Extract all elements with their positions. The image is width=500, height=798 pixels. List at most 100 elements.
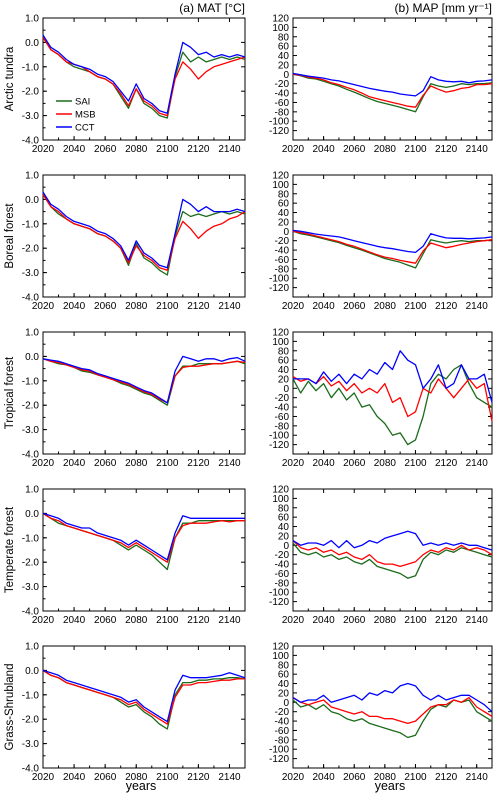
row-label: Grass-Shrubland (4, 664, 16, 751)
x-tick-label: 2040 (312, 458, 335, 469)
y-tick-label: -60 (275, 98, 290, 109)
x-tick-label: 2120 (435, 772, 458, 783)
y-tick-label: 40 (278, 679, 290, 690)
x-tick-label: 2120 (187, 615, 210, 626)
y-tick-label: -80 (275, 421, 290, 432)
x-tick-label: 2020 (32, 772, 55, 783)
series-line-msb (292, 540, 493, 568)
x-tick-label: 2040 (63, 458, 86, 469)
x-tick-label: 2040 (312, 615, 335, 626)
series-line-cct (292, 72, 493, 97)
plot-frame (292, 645, 493, 769)
y-tick-label: -20 (275, 79, 290, 90)
y-tick-label: -4.0 (22, 136, 40, 147)
x-tick-label: 2100 (404, 458, 427, 469)
y-tick-label: 80 (278, 503, 290, 514)
x-tick-label: 2120 (435, 615, 458, 626)
x-tick-label: 2080 (125, 301, 148, 312)
y-tick-label: 1.0 (25, 485, 39, 496)
y-tick-label: -80 (275, 264, 290, 275)
y-tick-label: -60 (275, 569, 290, 580)
y-tick-label: 80 (278, 660, 290, 671)
y-tick-label: -80 (275, 578, 290, 589)
x-tick-label: 2040 (312, 301, 335, 312)
y-tick-label: -4.0 (22, 764, 40, 775)
y-tick-label: 20 (278, 531, 290, 542)
y-tick-label: 40 (278, 51, 290, 62)
y-tick-label: -3.0 (22, 268, 40, 279)
x-tick-label: 2140 (218, 458, 241, 469)
series-line-msb (292, 73, 493, 108)
y-tick-label: 80 (278, 32, 290, 43)
x-tick-label: 2100 (156, 301, 179, 312)
y-tick-label: 100 (272, 337, 289, 348)
series-line-sai (292, 230, 493, 269)
y-tick-label: -2.0 (22, 715, 40, 726)
y-tick-label: 1.0 (25, 14, 39, 25)
x-tick-label: 2060 (94, 615, 117, 626)
y-tick-label: 60 (278, 670, 290, 681)
x-tick-label: 2080 (374, 144, 397, 155)
y-tick-label: -80 (275, 107, 290, 118)
y-tick-label: -20 (275, 393, 290, 404)
x-tick-label: 2060 (343, 144, 366, 155)
y-tick-label: 100 (272, 494, 289, 505)
legend-label-cct: CCT (75, 123, 95, 134)
row-label: Tropical forest (4, 356, 16, 429)
x-tick-label: 2060 (94, 458, 117, 469)
y-tick-label: -4.0 (22, 293, 40, 304)
series-line-cct (42, 191, 246, 269)
x-tick-label: 2060 (343, 301, 366, 312)
x-tick-label: 2140 (218, 615, 241, 626)
y-tick-label: 0.0 (25, 352, 39, 363)
x-tick-label: 2080 (125, 772, 148, 783)
y-tick-label: -60 (275, 726, 290, 737)
y-tick-label: 60 (278, 513, 290, 524)
column-title-mat: (a) MAT [°C] (179, 1, 245, 15)
x-tick-label: 2140 (466, 144, 489, 155)
row-label: Boreal forest (4, 203, 16, 269)
x-tick-label: 2120 (187, 144, 210, 155)
y-tick-label: -60 (275, 412, 290, 423)
x-tick-label: 2100 (404, 301, 427, 312)
y-tick-label: 120 (272, 642, 289, 653)
y-tick-label: 20 (278, 60, 290, 71)
y-tick-label: -100 (269, 431, 289, 442)
series-line-msb (42, 194, 246, 271)
x-tick-label: 2060 (94, 772, 117, 783)
y-tick-label: -60 (275, 255, 290, 266)
x-tick-label: 2020 (282, 144, 305, 155)
y-tick-label: -1.0 (22, 219, 40, 230)
y-tick-label: -20 (275, 707, 290, 718)
x-tick-label: 2140 (466, 615, 489, 626)
y-tick-label: 80 (278, 189, 290, 200)
y-tick-label: -20 (275, 236, 290, 247)
y-tick-label: -100 (269, 588, 289, 599)
x-tick-label: 2020 (282, 458, 305, 469)
y-tick-label: 40 (278, 365, 290, 376)
y-tick-label: 20 (278, 688, 290, 699)
legend: SAI MSB CCT (56, 97, 96, 134)
x-tick-label: 2020 (32, 301, 55, 312)
plot-frame (42, 17, 246, 141)
series-line-cct (42, 669, 246, 723)
x-tick-label: 2100 (156, 772, 179, 783)
y-tick-label: 120 (272, 328, 289, 339)
series-line-sai (292, 364, 493, 446)
x-tick-label: 2080 (374, 301, 397, 312)
x-tick-label: 2060 (94, 301, 117, 312)
y-tick-label: -3.0 (22, 582, 40, 593)
x-tick-label: 2060 (343, 458, 366, 469)
y-tick-label: 20 (278, 374, 290, 385)
x-tick-label: 2020 (32, 458, 55, 469)
series-line-msb (292, 375, 493, 422)
x-tick-label: 2080 (125, 144, 148, 155)
y-tick-label: -1.0 (22, 690, 40, 701)
y-tick-label: 100 (272, 180, 289, 191)
y-tick-label: -40 (275, 717, 290, 728)
y-tick-label: -2.0 (22, 558, 40, 569)
